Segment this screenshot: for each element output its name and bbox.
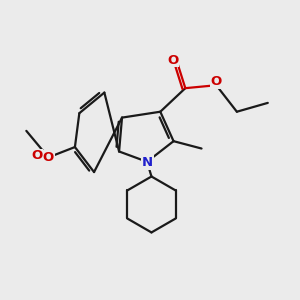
Text: N: N	[142, 156, 153, 169]
Text: O: O	[211, 75, 222, 88]
Text: O: O	[43, 151, 54, 164]
Text: O: O	[167, 54, 178, 67]
Text: O: O	[32, 149, 43, 162]
